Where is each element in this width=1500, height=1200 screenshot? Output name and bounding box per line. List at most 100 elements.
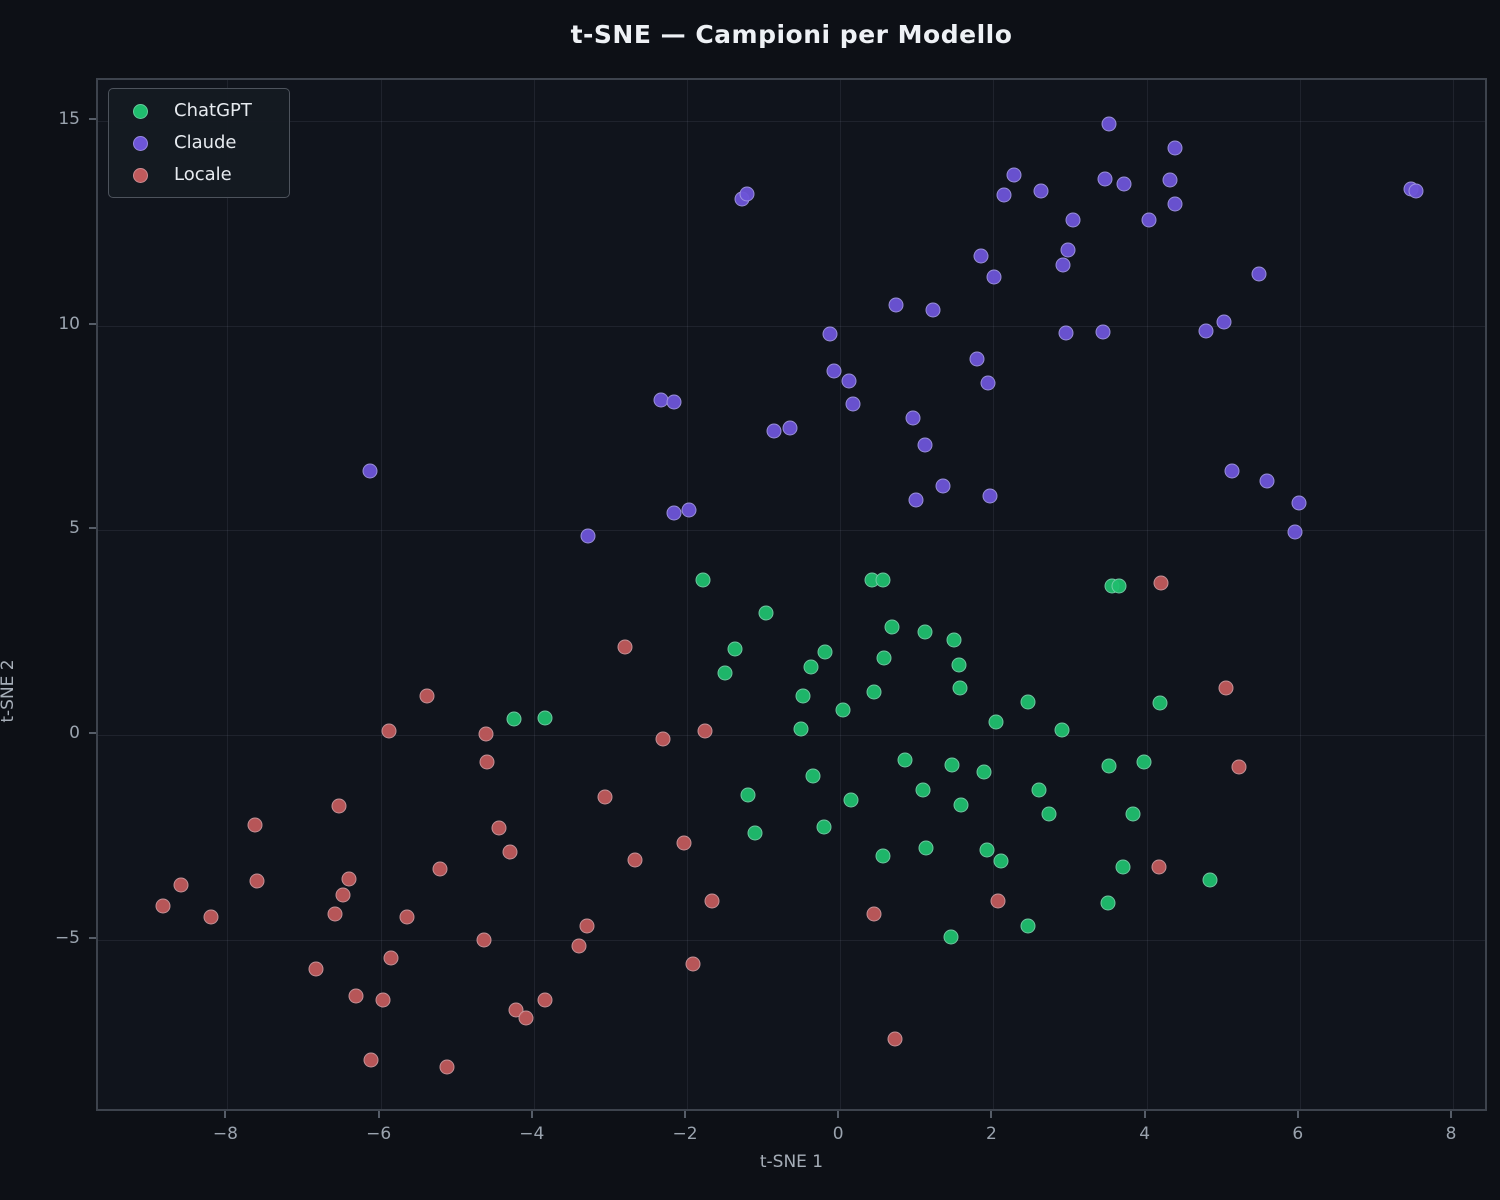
scatter-point-claude [580, 528, 596, 544]
scatter-point-claude [1224, 463, 1240, 479]
scatter-point-locale [173, 877, 189, 893]
scatter-point-claude [1251, 266, 1267, 282]
scatter-point-chatgpt [944, 757, 960, 773]
scatter-point-locale [249, 873, 265, 889]
scatter-point-chatgpt [1020, 918, 1036, 934]
scatter-point-locale [887, 1031, 903, 1047]
scatter-point-chatgpt [875, 848, 891, 864]
scatter-point-locale [571, 938, 587, 954]
scatter-point-claude [766, 423, 782, 439]
legend-swatch-icon [133, 167, 148, 183]
x-tick-mark [684, 1111, 687, 1118]
x-tick-label: 4 [1139, 1124, 1151, 1144]
scatter-point-claude [1097, 171, 1113, 187]
scatter-point-locale [655, 731, 671, 747]
scatter-point-claude [826, 363, 842, 379]
scatter-point-claude [1287, 524, 1303, 540]
legend-label: Locale [174, 164, 232, 185]
scatter-point-claude [1055, 257, 1071, 273]
scatter-point-chatgpt [946, 632, 962, 648]
y-tick-label: −5 [54, 927, 80, 948]
x-tick-label: −4 [519, 1124, 545, 1144]
scatter-point-locale [990, 893, 1006, 909]
y-tick-mark [89, 527, 96, 530]
scatter-point-chatgpt [876, 650, 892, 666]
x-tick-label: −8 [212, 1124, 238, 1144]
x-tick-mark [377, 1111, 380, 1118]
scatter-point-chatgpt [506, 711, 522, 727]
scatter-point-locale [627, 852, 643, 868]
scatter-point-chatgpt [1020, 694, 1036, 710]
scatter-point-claude [935, 478, 951, 494]
scatter-point-chatgpt [1101, 758, 1117, 774]
scatter-point-chatgpt [918, 840, 934, 856]
y-tick-mark [89, 936, 96, 939]
scatter-point-claude [1216, 314, 1232, 330]
legend-swatch-icon [133, 103, 148, 119]
y-tick-mark [89, 118, 96, 121]
scatter-point-chatgpt [758, 605, 774, 621]
y-tick-label: 15 [58, 109, 80, 130]
scatter-point-claude [841, 373, 857, 389]
scatter-point-chatgpt [897, 752, 913, 768]
scatter-point-locale [491, 820, 507, 836]
scatter-point-chatgpt [951, 657, 967, 673]
scatter-point-chatgpt [943, 929, 959, 945]
scatter-point-locale [685, 956, 701, 972]
scatter-point-locale [704, 893, 720, 909]
scatter-point-locale [348, 988, 364, 1004]
scatter-point-locale [476, 932, 492, 948]
scatter-point-claude [1116, 176, 1132, 192]
scatter-point-claude [1198, 323, 1214, 339]
x-tick-mark [1296, 1111, 1299, 1118]
scatter-point-claude [980, 375, 996, 391]
scatter-point-locale [375, 992, 391, 1008]
scatter-point-chatgpt [988, 714, 1004, 730]
y-tick-label: 5 [69, 518, 80, 539]
scatter-point-chatgpt [866, 684, 882, 700]
x-axis-label: t-SNE 1 [759, 1152, 824, 1172]
scatter-point-chatgpt [835, 702, 851, 718]
scatter-point-chatgpt [1125, 806, 1141, 822]
legend-label: ChatGPT [174, 100, 252, 121]
y-gridline [98, 325, 1485, 327]
legend-swatch-icon [133, 135, 148, 151]
x-tick-mark [224, 1111, 227, 1118]
scatter-point-locale [597, 789, 613, 805]
scatter-point-chatgpt [537, 710, 553, 726]
scatter-point-chatgpt [695, 572, 711, 588]
scatter-point-locale [518, 1010, 534, 1026]
scatter-point-claude [1167, 196, 1183, 212]
x-tick-mark [530, 1111, 533, 1118]
x-tick-label: −2 [672, 1124, 698, 1144]
x-tick-label: 2 [985, 1124, 997, 1144]
x-tick-label: 6 [1292, 1124, 1304, 1144]
scatter-point-claude [362, 463, 378, 479]
scatter-point-claude [996, 187, 1012, 203]
y-tick-label: 0 [69, 722, 80, 743]
x-tick-mark [1143, 1111, 1146, 1118]
scatter-point-chatgpt [740, 787, 756, 803]
x-tick-mark [1449, 1111, 1452, 1118]
scatter-point-claude [1095, 324, 1111, 340]
scatter-point-chatgpt [727, 641, 743, 657]
scatter-point-claude [1141, 212, 1157, 228]
x-tick-label: 8 [1445, 1124, 1457, 1144]
scatter-point-locale [1153, 575, 1169, 591]
scatter-point-claude [822, 326, 838, 342]
scatter-point-claude [1006, 167, 1022, 182]
legend: ChatGPT Claude Locale [108, 88, 290, 198]
scatter-point-locale [327, 906, 343, 922]
scatter-point-claude [1065, 212, 1081, 227]
scatter-point-locale [155, 898, 171, 914]
scatter-point-locale [1218, 680, 1233, 696]
scatter-point-locale [579, 918, 595, 934]
scatter-point-claude [917, 437, 933, 453]
scatter-point-locale [432, 861, 448, 877]
scatter-point-claude [905, 410, 921, 426]
scatter-point-claude [1408, 183, 1424, 199]
scatter-point-chatgpt [805, 768, 821, 784]
y-gridline [98, 734, 1485, 736]
scatter-point-chatgpt [917, 624, 933, 640]
